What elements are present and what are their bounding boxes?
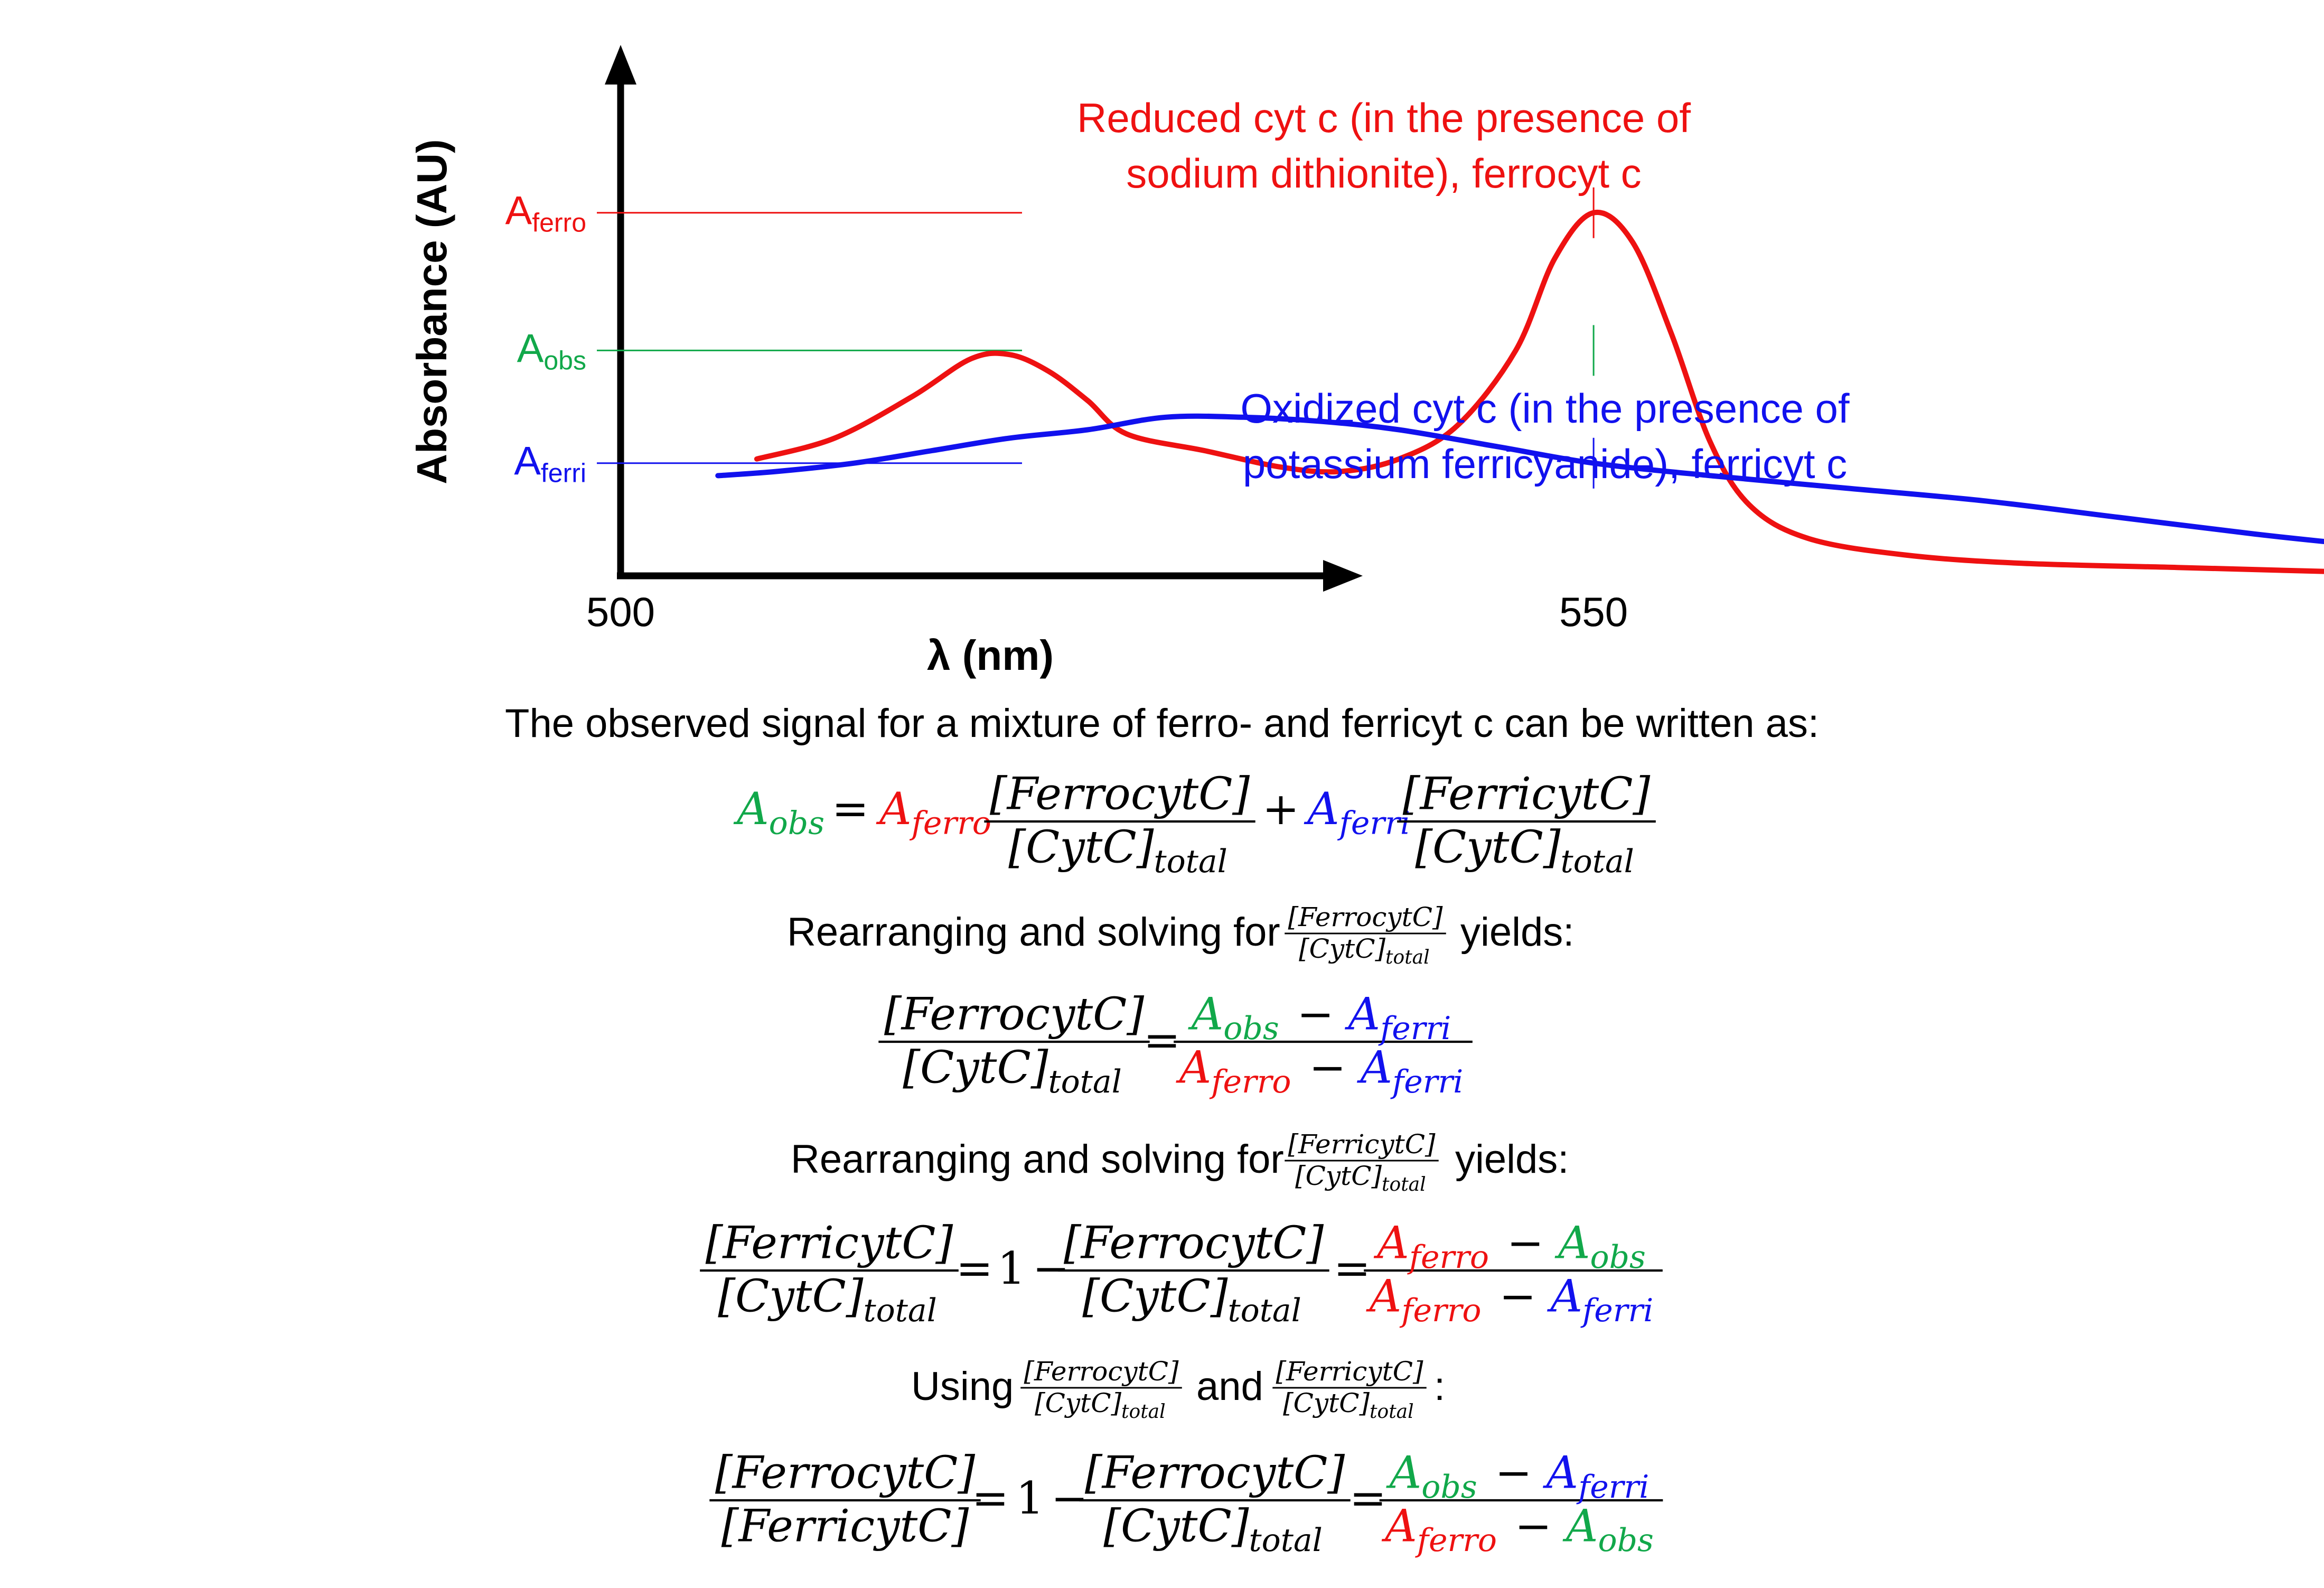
using-text: Using — [911, 1364, 1014, 1409]
eq3-equals1: = — [956, 1243, 993, 1294]
eq2-equals: = — [1144, 1014, 1180, 1066]
using-frac2-denominator: [CytC]total — [1283, 1388, 1416, 1423]
eq3-mid-denominator: [CytC]total — [1082, 1270, 1305, 1329]
y-axis-label: Absorbance (AU) — [408, 139, 455, 484]
eq3-mid-numerator: [FerrocytC] — [1064, 1217, 1324, 1268]
equations: The observed signal for a mixture of fer… — [505, 701, 1819, 1559]
intro-text: The observed signal for a mixture of fer… — [505, 701, 1819, 746]
using-and: and — [1196, 1364, 1263, 1409]
eq1-a-ferro: Aferro — [876, 783, 995, 842]
eq1-equals: = — [832, 783, 869, 835]
curve-ferri — [715, 413, 2324, 545]
eq4-mid-denominator: [CytC]total — [1103, 1500, 1326, 1558]
eq1-a-obs: Aobs — [733, 783, 828, 842]
eq4-rhs-denominator: Aferro − Aobs — [1381, 1500, 1657, 1558]
x-tick-label: 550 — [1559, 589, 1628, 635]
rearrange2-frac-denominator: [CytC]total — [1295, 1161, 1428, 1195]
eq4-rhs-numerator: Aobs − Aferri — [1386, 1446, 1653, 1505]
eq1-a-ferri: Aferri — [1304, 783, 1414, 842]
eq1-frac1-denominator: [CytC]total — [1008, 821, 1231, 880]
x-axis-arrow — [1323, 560, 1363, 592]
level-label-ferri: Aferri — [514, 439, 586, 488]
eq3-lhs-numerator: [FerricytC] — [706, 1217, 953, 1268]
rearrange1-yields: yields: — [1460, 910, 1574, 955]
eq4-one: 1 — [1016, 1472, 1044, 1524]
using-frac1-denominator: [CytC]total — [1035, 1388, 1168, 1423]
series-label-ferro: Reduced cyt c (in the presence of — [1077, 95, 1691, 141]
rearrange1-frac-numerator: [FerrocytC] — [1288, 902, 1443, 932]
eq4-lhs-numerator: [FerrocytC] — [715, 1446, 976, 1498]
rearrange2-yields: yields: — [1455, 1137, 1569, 1182]
series-label-ferri: Oxidized cyt c (in the presence of — [1240, 385, 1850, 432]
eq3-minus: − — [1033, 1243, 1070, 1294]
x-tick-label: 500 — [586, 589, 655, 635]
series-label-ferri: potassium ferricyanide), ferricyt c — [1243, 441, 1847, 487]
eq4-equals1: = — [972, 1472, 1009, 1524]
eq1-frac2-numerator: [FerricytC] — [1403, 768, 1651, 819]
using-frac2-numerator: [FerricytC] — [1276, 1356, 1423, 1387]
rearrange2-frac-numerator: [FerricytC] — [1288, 1129, 1436, 1160]
eq3-rhs-numerator: Aferro − Aobs — [1373, 1217, 1650, 1275]
eq4-mid-numerator: [FerrocytC] — [1085, 1446, 1345, 1498]
rearrange1-frac-denominator: [CytC]total — [1299, 933, 1432, 968]
eq1-plus: + — [1262, 783, 1299, 835]
level-label-obs: Aobs — [517, 326, 586, 375]
eq2-rhs-numerator: Aobs − Aferri — [1188, 988, 1455, 1047]
eq1-frac2-denominator: [CytC]total — [1415, 821, 1638, 880]
eq3-rhs-denominator: Aferro − Aferri — [1366, 1270, 1657, 1329]
series-label-ferro: sodium dithionite), ferrocyt c — [1126, 150, 1641, 197]
x-axis-label: λ (nm) — [927, 632, 1054, 679]
absorbance-chart: Aferro Aobs Aferri 500 550 λ (nm) Absorbance (… — [408, 45, 2324, 679]
eq4-minus: − — [1051, 1472, 1088, 1524]
eq3-equals2: = — [1334, 1243, 1371, 1294]
level-label-ferro: Aferro — [505, 189, 586, 238]
eq2-rhs-denominator: Aferro − Aferri — [1176, 1041, 1467, 1100]
eq2-lhs-denominator: [CytC]total — [903, 1041, 1126, 1100]
eq3-one: 1 — [997, 1243, 1025, 1294]
y-axis-arrow — [605, 45, 636, 85]
eq4-lhs-denominator: [FerricytC] — [721, 1500, 969, 1552]
eq2-lhs-numerator: [FerrocytC] — [884, 988, 1145, 1040]
eq4-equals2: = — [1350, 1472, 1386, 1524]
using-frac1-numerator: [FerrocytC] — [1024, 1356, 1179, 1387]
eq3-lhs-denominator: [CytC]total — [718, 1270, 941, 1329]
eq1-frac1-numerator: [FerrocytC] — [990, 768, 1250, 819]
rearrange1-text: Rearranging and solving for — [787, 910, 1280, 955]
using-colon: : — [1434, 1364, 1445, 1409]
curve-ferro — [754, 209, 2324, 574]
rearrange2-text: Rearranging and solving for — [791, 1137, 1284, 1182]
